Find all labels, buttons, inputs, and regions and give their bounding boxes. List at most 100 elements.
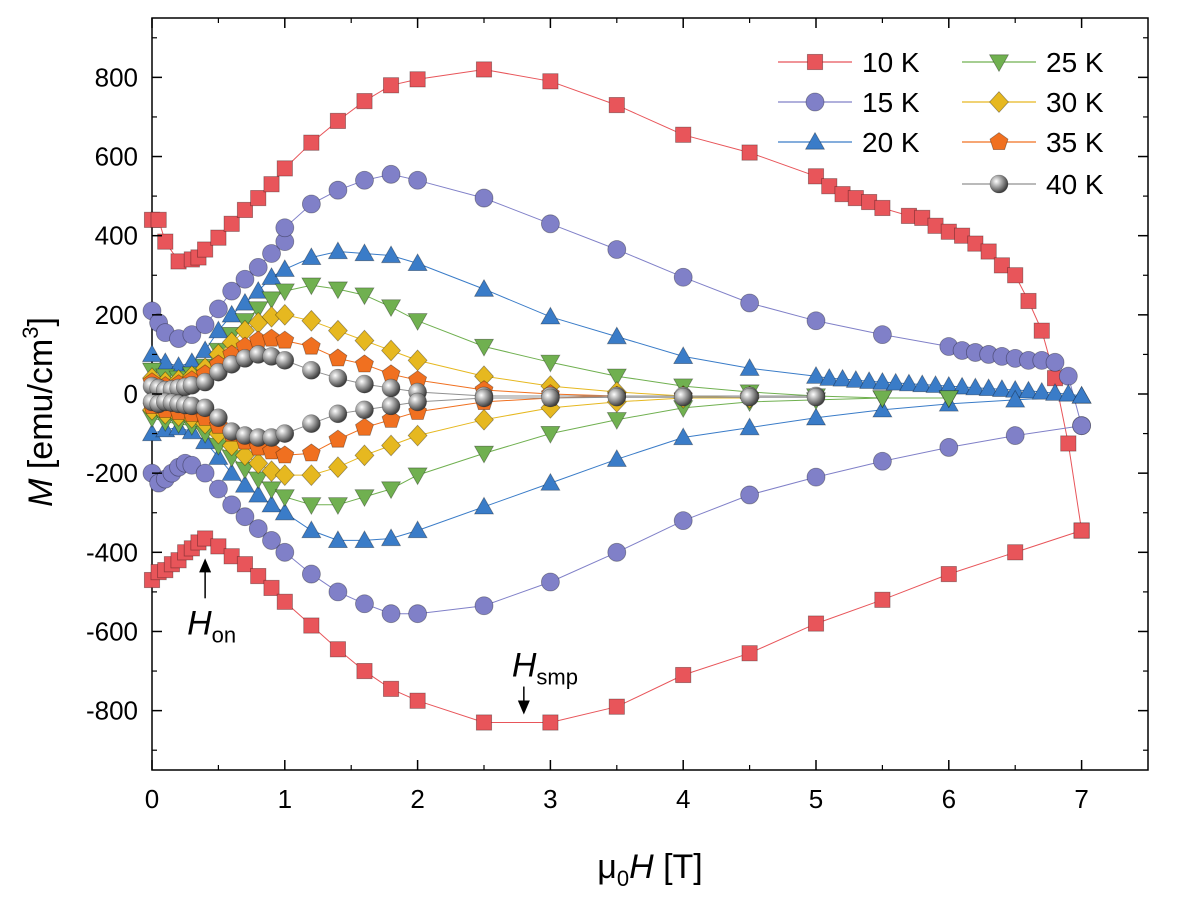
data-point (236, 201, 254, 219)
data-point (262, 328, 281, 347)
data-point (806, 467, 826, 487)
x-tick-label: 1 (278, 784, 292, 814)
data-point (607, 387, 627, 407)
series-15k (142, 164, 1091, 624)
hon-arrow-head (199, 558, 212, 573)
data-point (474, 408, 494, 431)
legend-marker (804, 131, 826, 150)
data-point (380, 299, 402, 318)
data-point (275, 351, 295, 370)
data-point (1072, 416, 1091, 436)
data-point (675, 666, 692, 684)
data-point (407, 253, 428, 271)
data-point (355, 594, 374, 614)
data-point (381, 604, 401, 624)
data-point (540, 306, 561, 325)
legend-marker (989, 174, 1009, 194)
y-tick-label: 0 (124, 379, 138, 409)
data-point (540, 472, 561, 491)
data-point (807, 615, 825, 632)
data-point (382, 680, 400, 697)
data-point (182, 325, 202, 345)
data-point (1031, 381, 1052, 400)
data-point (250, 190, 267, 207)
data-point (329, 641, 346, 658)
legend-entry: 35 K (962, 127, 1104, 158)
series-layer (141, 61, 1092, 731)
axis-ticks: 0 1 2 3 4 5 6 7 -800 -600 -400 -200 0 200 400 600 800 (86, 18, 1148, 814)
data-point (978, 378, 999, 397)
x-tick-label: 5 (809, 784, 823, 814)
legend-entry: 10 K (778, 47, 920, 78)
data-point (858, 371, 880, 389)
hon-letter: H (187, 604, 212, 642)
data-point (354, 243, 375, 262)
legend-label: 25 K (1046, 47, 1104, 78)
data-point (221, 462, 242, 481)
legend-label: 15 K (862, 87, 920, 118)
data-point (355, 374, 374, 394)
data-point (606, 449, 627, 467)
data-point (248, 519, 268, 538)
data-point (222, 281, 242, 301)
data-point (407, 349, 428, 372)
legend-marker (989, 132, 1009, 151)
data-point (235, 269, 255, 289)
data-point (940, 566, 957, 583)
data-point (821, 178, 838, 195)
data-point (301, 564, 321, 584)
data-point (248, 301, 269, 320)
data-point (261, 460, 282, 483)
data-point (967, 235, 984, 252)
data-point (274, 502, 295, 521)
data-point (540, 354, 561, 373)
data-point (673, 387, 693, 407)
data-point (354, 287, 375, 306)
y-axis-title: M [emu/cm3] (18, 317, 60, 507)
data-point (1073, 522, 1090, 539)
data-point (991, 378, 1013, 397)
data-point (1060, 435, 1077, 452)
data-point (1005, 426, 1025, 445)
data-point (234, 474, 256, 493)
data-point (195, 315, 215, 335)
data-point (354, 444, 375, 467)
data-point (354, 489, 375, 508)
data-point (275, 445, 295, 464)
data-point (409, 692, 426, 709)
data-point (819, 367, 840, 386)
data-point (301, 194, 321, 214)
data-point (473, 338, 495, 357)
data-point (407, 467, 428, 486)
data-point (925, 375, 946, 393)
data-point (606, 326, 627, 345)
data-point (1045, 352, 1065, 372)
y-axis-title-pre: [emu/cm (22, 339, 60, 479)
data-point (301, 520, 322, 539)
data-point (939, 438, 959, 457)
legend-label: 20 K (862, 127, 920, 158)
data-point (275, 542, 295, 562)
x-tick-label: 2 (410, 784, 424, 814)
data-point (210, 229, 227, 246)
data-point (327, 241, 349, 260)
data-point (872, 399, 893, 418)
data-point (1058, 383, 1079, 402)
data-point (197, 530, 214, 547)
x-tick-label: 4 (676, 784, 690, 814)
data-point (898, 373, 920, 392)
data-point (141, 344, 163, 363)
data-point (872, 390, 893, 409)
data-point (261, 291, 282, 310)
data-point (248, 484, 269, 503)
data-point (328, 404, 348, 424)
data-point (408, 170, 428, 190)
data-point (274, 259, 295, 277)
data-point (474, 596, 494, 616)
data-point (1007, 544, 1024, 561)
series-10k (143, 61, 1090, 731)
data-point (381, 164, 401, 184)
data-point (965, 377, 986, 396)
y-axis-title-italic: M (22, 478, 60, 507)
data-point (195, 372, 215, 392)
